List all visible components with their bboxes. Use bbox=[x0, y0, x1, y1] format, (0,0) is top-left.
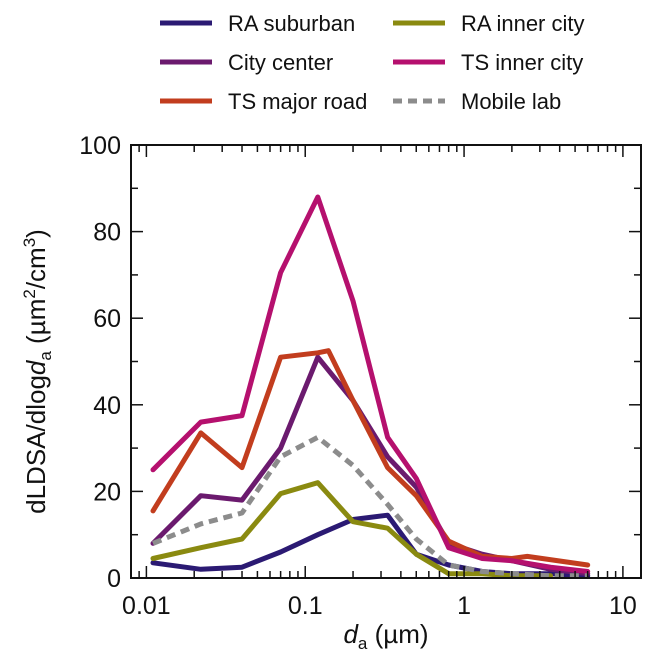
series-lines bbox=[150, 194, 591, 579]
y-tick-label: 80 bbox=[93, 219, 121, 247]
y-label-sup1: 2 bbox=[20, 289, 39, 298]
y-label-unit-mid: /cm bbox=[21, 247, 51, 289]
y-label-sub: a bbox=[36, 351, 55, 361]
y-axis-ticks: 0 20 40 60 80 100 bbox=[79, 132, 641, 593]
series-line-ts-major-road bbox=[150, 348, 591, 568]
x-axis-label: da (µm) bbox=[343, 619, 428, 653]
x-label-sub: a bbox=[358, 634, 368, 653]
y-label-sup2: 3 bbox=[20, 238, 39, 247]
legend: RA suburban RA inner city City center TS in… bbox=[160, 11, 585, 114]
y-tick-label: 20 bbox=[93, 478, 121, 506]
y-tick-label: 40 bbox=[93, 392, 121, 420]
series-line-ts-inner-city bbox=[150, 194, 591, 574]
y-tick-label: 60 bbox=[93, 305, 121, 333]
y-label-var: d bbox=[21, 359, 51, 375]
legend-label: Mobile lab bbox=[461, 89, 561, 114]
y-tick-label: 100 bbox=[79, 132, 121, 160]
legend-label: RA suburban bbox=[228, 11, 355, 36]
y-label-unit-open: (µm bbox=[21, 299, 51, 352]
y-tick-label: 0 bbox=[107, 565, 121, 593]
x-tick-label: 0.1 bbox=[288, 592, 323, 620]
y-label-unit-close: ) bbox=[21, 229, 51, 238]
x-tick-label: 10 bbox=[609, 592, 637, 620]
legend-label: TS major road bbox=[228, 89, 367, 114]
series-line-city-center bbox=[150, 354, 591, 577]
legend-label: TS inner city bbox=[461, 50, 583, 75]
y-label-text: dLDSA/dlog bbox=[21, 375, 51, 514]
x-tick-label: 1 bbox=[457, 592, 471, 620]
legend-label: RA inner city bbox=[461, 11, 585, 36]
y-axis-label: dLDSA/dlogda (µm2/cm3) bbox=[20, 229, 55, 514]
x-label-var: d bbox=[343, 619, 359, 649]
x-tick-label: 0.01 bbox=[122, 592, 171, 620]
legend-label: City center bbox=[228, 50, 333, 75]
x-axis-ticks: 0.01 0.1 1 10 bbox=[122, 145, 637, 620]
x-label-unit: (µm) bbox=[367, 619, 428, 649]
